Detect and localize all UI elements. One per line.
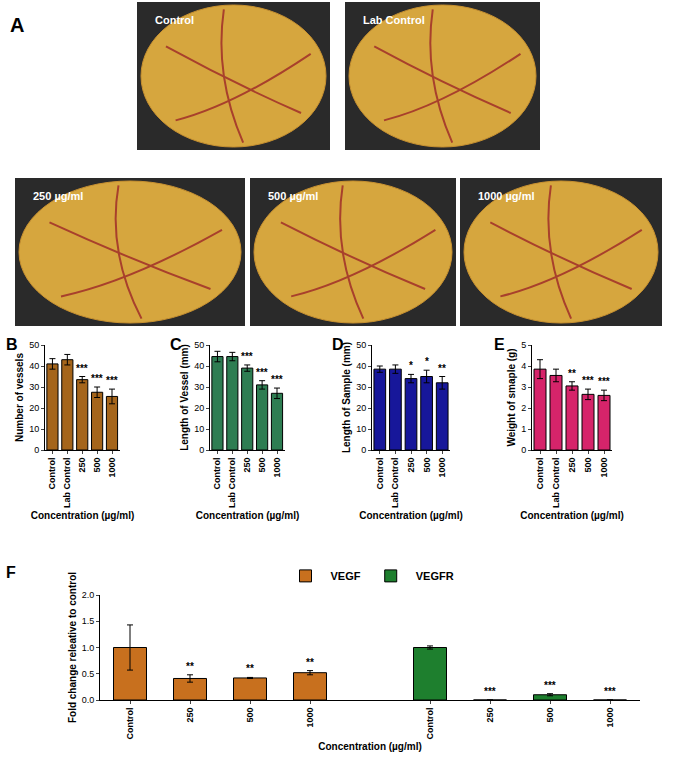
svg-text:Control: Control [535,458,545,490]
svg-text:Lab Control: Lab Control [390,458,400,509]
svg-text:1: 1 [521,424,526,434]
svg-text:***: *** [241,351,253,362]
svg-text:***: *** [598,376,610,387]
svg-text:Weight of smaple (g): Weight of smaple (g) [506,348,517,446]
svg-text:*: * [409,360,413,371]
svg-text:10: 10 [356,424,366,434]
svg-text:***: *** [604,686,616,697]
svg-text:250 µg/ml: 250 µg/ml [33,190,83,202]
svg-text:1000: 1000 [272,458,282,478]
svg-text:40: 40 [29,361,39,371]
svg-text:30: 30 [29,382,39,392]
svg-text:3: 3 [521,382,526,392]
svg-text:Length of Sample (mm): Length of Sample (mm) [341,342,352,453]
svg-text:Control: Control [375,458,385,490]
svg-text:1000: 1000 [305,708,315,728]
svg-text:*: * [425,356,429,367]
svg-text:10: 10 [29,424,39,434]
svg-text:0: 0 [361,445,366,455]
svg-text:D: D [332,336,344,353]
svg-text:1000: 1000 [605,708,615,728]
svg-text:250: 250 [185,708,195,723]
svg-text:***: *** [76,363,88,374]
svg-text:0: 0 [34,445,39,455]
svg-text:500: 500 [257,458,267,473]
svg-text:0.0: 0.0 [82,695,95,705]
svg-text:1.0: 1.0 [82,643,95,653]
svg-text:Control: Control [47,458,57,490]
svg-text:Lab Control: Lab Control [227,458,237,509]
svg-text:Control: Control [125,708,135,740]
svg-text:Concentration (µg/ml): Concentration (µg/ml) [318,741,422,752]
svg-text:250: 250 [485,708,495,723]
svg-text:5: 5 [521,340,526,350]
svg-text:Length of Vessel (mm): Length of Vessel (mm) [179,344,190,451]
svg-text:A: A [10,14,24,36]
svg-text:VEGF: VEGF [331,570,361,582]
svg-text:**: ** [246,663,254,674]
svg-text:***: *** [91,373,103,384]
svg-text:1000 µg/ml: 1000 µg/ml [478,190,534,202]
svg-text:1.5: 1.5 [82,616,95,626]
svg-text:2.0: 2.0 [82,590,95,600]
svg-text:B: B [6,336,18,353]
svg-text:***: *** [106,375,118,386]
svg-text:Concentration (µg/ml): Concentration (µg/ml) [359,510,463,521]
svg-text:Lab Control: Lab Control [551,458,561,509]
svg-text:500: 500 [422,458,432,473]
svg-text:***: *** [271,374,283,385]
svg-text:E: E [494,336,505,353]
svg-text:500: 500 [583,458,593,473]
svg-text:Control: Control [155,14,194,26]
svg-text:2: 2 [521,403,526,413]
svg-text:0: 0 [199,445,204,455]
svg-text:Control: Control [212,458,222,490]
svg-text:50: 50 [29,340,39,350]
svg-text:40: 40 [356,361,366,371]
svg-text:***: *** [544,680,556,691]
svg-text:**: ** [306,657,314,668]
svg-text:Lab Control: Lab Control [363,14,425,26]
svg-text:250: 250 [406,458,416,473]
svg-text:Number of vessels: Number of vessels [14,353,25,442]
svg-text:Concentration (µg/ml): Concentration (µg/ml) [196,510,300,521]
svg-text:Control: Control [425,708,435,740]
svg-text:F: F [6,564,16,581]
svg-text:250: 250 [567,458,577,473]
svg-text:1000: 1000 [599,458,609,478]
svg-text:Fold change releative to contr: Fold change releative to control [67,572,78,723]
svg-text:40: 40 [194,361,204,371]
svg-text:30: 30 [194,382,204,392]
svg-text:500 µg/ml: 500 µg/ml [268,190,318,202]
svg-text:**: ** [568,368,576,379]
svg-text:Lab Control: Lab Control [62,458,72,509]
svg-text:250: 250 [242,458,252,473]
svg-text:C: C [170,336,182,353]
svg-text:0.5: 0.5 [82,669,95,679]
svg-text:250: 250 [77,458,87,473]
svg-text:***: *** [484,686,496,697]
svg-text:***: *** [582,375,594,386]
svg-text:20: 20 [356,403,366,413]
svg-text:1000: 1000 [107,458,117,478]
svg-text:Concentration (µg/ml): Concentration (µg/ml) [520,510,624,521]
svg-text:**: ** [438,363,446,374]
svg-text:500: 500 [245,708,255,723]
svg-text:500: 500 [92,458,102,473]
svg-text:50: 50 [356,340,366,350]
svg-text:***: *** [256,367,268,378]
svg-text:500: 500 [545,708,555,723]
svg-text:0: 0 [521,445,526,455]
svg-text:1000: 1000 [437,458,447,478]
svg-text:20: 20 [29,403,39,413]
svg-text:30: 30 [356,382,366,392]
svg-text:20: 20 [194,403,204,413]
svg-text:Concentration (µg/ml): Concentration (µg/ml) [31,510,135,521]
svg-text:10: 10 [194,424,204,434]
svg-text:50: 50 [194,340,204,350]
svg-text:4: 4 [521,361,526,371]
svg-text:**: ** [186,661,194,672]
svg-text:VEGFR: VEGFR [416,570,454,582]
